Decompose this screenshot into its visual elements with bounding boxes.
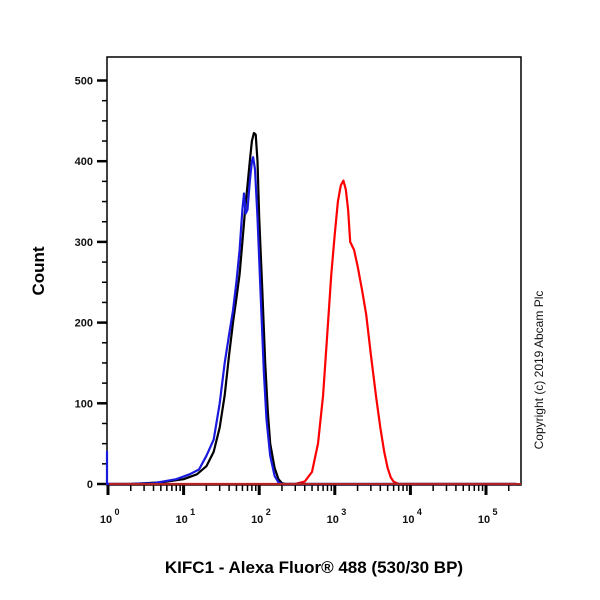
series-curve-isotype-control (105, 156, 518, 486)
x-tick-label: 10 (175, 514, 187, 526)
x-tick-exponent: 4 (417, 507, 422, 517)
y-tick-label: 0 (87, 479, 93, 491)
x-tick-label: 10 (100, 514, 112, 526)
series-curve-kifc1-antibody (105, 179, 518, 486)
y-axis-title: Count (29, 246, 48, 295)
copyright-annotation: Copyright (c) 2019 Abcam Plc (532, 291, 546, 450)
x-tick-exponent: 0 (114, 507, 119, 517)
y-tick-label: 400 (75, 156, 93, 168)
y-tick-label: 500 (75, 76, 93, 88)
x-axis-title: KIFC1 - Alexa Fluor® 488 (530/30 BP) (165, 558, 463, 577)
x-tick-exponent: 1 (190, 507, 195, 517)
series-curve-unlabelled-control (105, 131, 518, 486)
x-tick-label: 10 (327, 514, 339, 526)
x-tick-label: 10 (251, 514, 263, 526)
y-tick-label: 200 (75, 318, 93, 330)
x-tick-label: 10 (402, 514, 414, 526)
x-tick-exponent: 5 (492, 507, 497, 517)
x-tick-exponent: 2 (266, 507, 271, 517)
y-tick-label: 100 (75, 398, 93, 410)
histogram-curves (105, 131, 518, 486)
x-tick-label: 10 (478, 514, 490, 526)
x-tick-exponent: 3 (341, 507, 346, 517)
y-axis: 0 100 200 300 400 500 (75, 76, 107, 491)
y-tick-label: 300 (75, 237, 93, 249)
